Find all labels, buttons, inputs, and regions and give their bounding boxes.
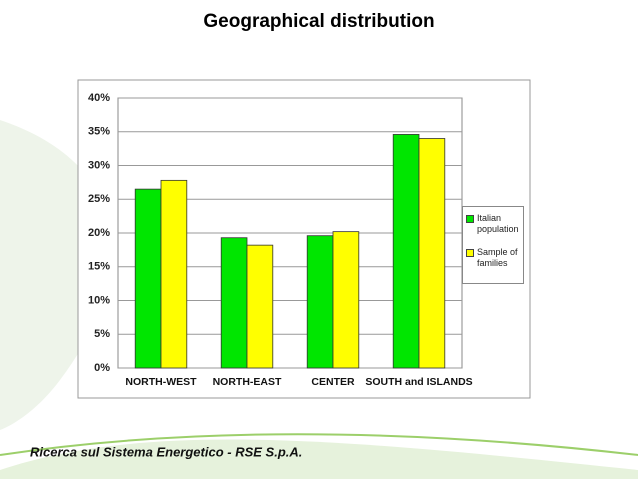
legend-swatch <box>466 249 474 257</box>
legend: Italian population Sample of families <box>462 206 524 284</box>
y-tick-label: 5% <box>94 328 110 340</box>
bar <box>392 134 420 369</box>
bar <box>220 237 248 369</box>
y-tick-label: 20% <box>88 227 110 239</box>
footer: Ricerca sul Sistema Energetico - RSE S.p… <box>30 444 302 459</box>
y-tick-label: 10% <box>88 294 110 306</box>
legend-label: Sample of families <box>477 247 518 268</box>
x-tick-label: NORTH-EAST <box>213 376 282 388</box>
y-tick-label: 0% <box>94 362 110 374</box>
decor <box>0 433 638 456</box>
y-tick-label: 30% <box>88 159 110 171</box>
legend-item: Italian population <box>466 213 520 235</box>
bar <box>160 179 188 369</box>
bar <box>332 231 360 369</box>
bar <box>246 244 274 369</box>
chart-title: Geographical distribution <box>203 11 434 32</box>
y-tick-label: 40% <box>88 92 110 104</box>
bar <box>306 235 334 369</box>
x-tick-label: CENTER <box>311 376 355 388</box>
x-tick-label: SOUTH and ISLANDS <box>365 376 472 388</box>
bar <box>134 188 162 369</box>
x-tick-label: NORTH-WEST <box>125 376 197 388</box>
y-tick-label: 15% <box>88 261 110 273</box>
legend-item: Sample of families <box>466 247 520 269</box>
decor <box>0 439 638 479</box>
y-tick-label: 25% <box>88 193 110 205</box>
y-tick-label: 35% <box>88 126 110 138</box>
legend-swatch <box>466 215 474 223</box>
bar <box>418 138 446 369</box>
legend-label: Italian population <box>477 213 519 234</box>
